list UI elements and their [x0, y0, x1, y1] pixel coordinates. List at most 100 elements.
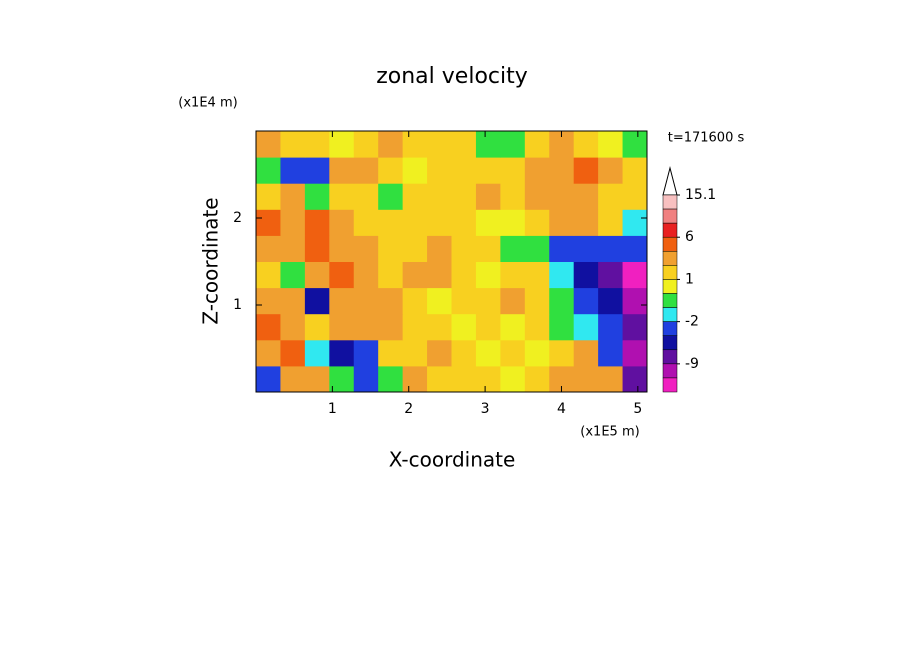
- axes: 1 2 3 4 5 1 2: [233, 130, 648, 417]
- field-cell: [256, 157, 281, 184]
- field-cell: [353, 183, 379, 210]
- field-cell: [427, 209, 452, 236]
- field-cell: [475, 235, 501, 262]
- field-cell: [573, 131, 599, 158]
- field-cell: [500, 365, 526, 393]
- y-axis-label: Z-coordinate: [199, 197, 223, 324]
- field-cell: [329, 209, 355, 236]
- colorbar-label: 6: [685, 229, 694, 245]
- field-cell: [402, 235, 428, 262]
- field-cell: [524, 287, 550, 315]
- field-cell: [622, 183, 648, 210]
- field-cell: [622, 261, 648, 289]
- field-cell: [353, 157, 379, 184]
- field-cell: [378, 365, 404, 393]
- field-cell: [475, 365, 501, 393]
- field-cell: [280, 235, 306, 262]
- field-cell: [524, 365, 550, 393]
- x-tick-label: 1: [328, 401, 337, 417]
- field-cell: [549, 261, 575, 289]
- field-cell: [475, 261, 501, 289]
- field-cell: [549, 157, 575, 184]
- field-cell: [549, 209, 575, 236]
- colorbar-bin: [662, 363, 678, 379]
- field-cell: [353, 313, 379, 341]
- field-cell: [304, 235, 330, 262]
- field-cell: [256, 261, 281, 289]
- x-scale-label: (x1E5 m): [580, 425, 639, 440]
- colorbar-bin: [662, 335, 678, 351]
- field-cell: [402, 261, 428, 289]
- field-cell: [402, 209, 428, 236]
- field-cell: [329, 261, 355, 289]
- colorbar-bin: [662, 293, 678, 308]
- field-cell: [475, 183, 501, 210]
- field-cell: [402, 131, 428, 158]
- field-cell: [402, 157, 428, 184]
- colorbar-bin: [662, 349, 678, 365]
- field-cell: [427, 183, 452, 210]
- field-cell: [524, 157, 550, 184]
- colorbar-bin: [662, 377, 678, 393]
- field-cell: [598, 287, 624, 315]
- field-cell: [329, 365, 355, 393]
- field-cell: [500, 339, 526, 367]
- y-tick-label: 1: [233, 297, 242, 313]
- field-cell: [524, 209, 550, 236]
- field-cell: [353, 365, 379, 393]
- field-cell: [598, 157, 624, 184]
- field-cell: [280, 287, 306, 315]
- field-cell: [353, 209, 379, 236]
- field-cell: [280, 313, 306, 341]
- field-cell: [256, 287, 281, 315]
- field-cell: [280, 261, 306, 289]
- field-cell: [549, 287, 575, 315]
- field-cell: [427, 235, 452, 262]
- field-cell: [427, 287, 452, 315]
- field-cell: [280, 209, 306, 236]
- colorbar-label: 15.1: [685, 187, 716, 203]
- field-cell: [329, 183, 355, 210]
- field-cell: [329, 157, 355, 184]
- colorbar-bin: [662, 307, 678, 322]
- field-cell: [280, 131, 306, 158]
- field-cell: [280, 365, 306, 393]
- field-cell: [451, 209, 477, 236]
- x-tick-label: 4: [557, 401, 566, 417]
- field-cell: [451, 261, 477, 289]
- field-cell: [378, 183, 404, 210]
- field-cell: [378, 287, 404, 315]
- colorbar-bin: [662, 222, 678, 238]
- field-cell: [329, 339, 355, 367]
- x-tick-label: 2: [404, 401, 413, 417]
- field-cell: [427, 313, 452, 341]
- field-cell: [598, 183, 624, 210]
- field-cell: [500, 157, 526, 184]
- field-cell: [549, 183, 575, 210]
- field-cell: [280, 339, 306, 367]
- colorbar-label: -9: [685, 356, 699, 372]
- field-cell: [500, 183, 526, 210]
- field-cell: [378, 157, 404, 184]
- field-cell: [402, 365, 428, 393]
- field-cell: [256, 183, 281, 210]
- colorbar-bin: [662, 208, 678, 224]
- field-cell: [500, 313, 526, 341]
- field-cell: [451, 131, 477, 158]
- field-cell: [353, 131, 379, 158]
- field-cell: [598, 261, 624, 289]
- field-cell: [451, 157, 477, 184]
- field-cell: [378, 131, 404, 158]
- field-cell: [622, 131, 648, 158]
- contour-field: [256, 131, 648, 393]
- field-cell: [256, 365, 281, 393]
- field-cell: [353, 287, 379, 315]
- field-cell: [475, 209, 501, 236]
- field-cell: [329, 287, 355, 315]
- field-cell: [451, 339, 477, 367]
- field-cell: [304, 365, 330, 393]
- field-cell: [280, 157, 306, 184]
- field-cell: [598, 313, 624, 341]
- field-cell: [402, 287, 428, 315]
